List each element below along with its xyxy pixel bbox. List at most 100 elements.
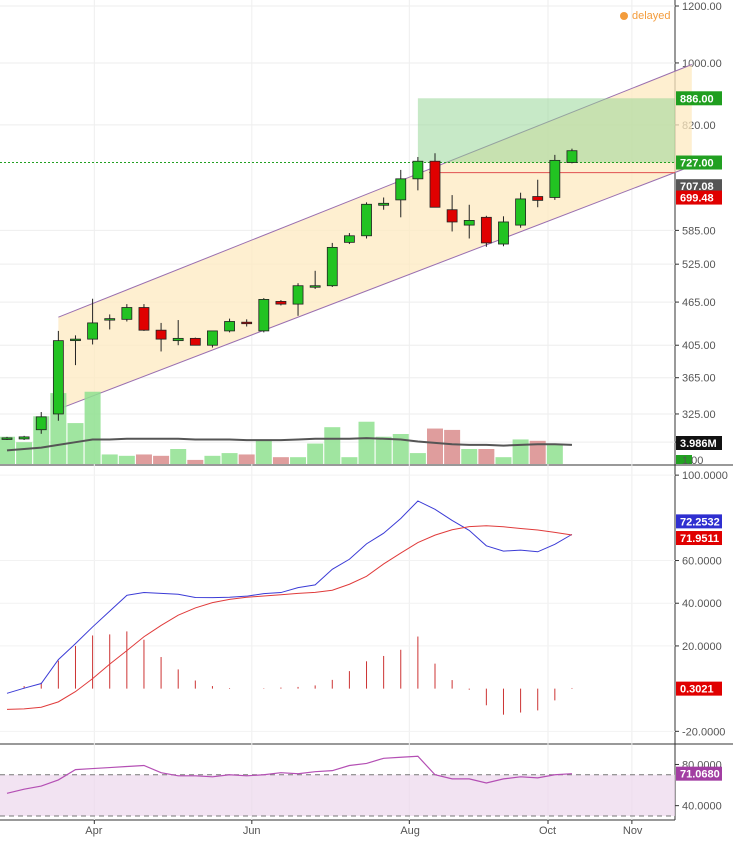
time-tick-label: Jun [243, 825, 261, 837]
histogram-value-tag: 0.3021 [680, 684, 714, 696]
target-zone [417, 98, 675, 163]
target-price-tag: 886.00 [680, 93, 714, 105]
candle-body [121, 307, 133, 320]
volume-tag: 3.986M [680, 438, 717, 450]
volume-bar [461, 449, 478, 464]
candle-body [275, 301, 287, 305]
volume-low-tag-bg [676, 455, 692, 464]
candle-body [1, 437, 13, 440]
price-tick-label: 585.00 [682, 225, 716, 237]
volume-bar [101, 454, 118, 464]
time-tick-label: Oct [539, 825, 556, 837]
candle-body [463, 220, 475, 226]
candle-body [480, 216, 492, 244]
price-tick-label: 405.00 [682, 340, 716, 352]
volume-bar [375, 436, 392, 464]
volume-bar [67, 423, 84, 464]
volume-bar [187, 459, 204, 464]
volume-bar [529, 440, 546, 464]
support-price-tag-bg [676, 190, 722, 205]
candle-body [172, 337, 184, 342]
volume-bar [324, 427, 341, 464]
volume-bar [444, 429, 461, 464]
candle-body [258, 299, 270, 332]
candle-body [429, 160, 441, 208]
candle-body [138, 307, 150, 331]
candle-body [532, 196, 544, 201]
rsi-band [0, 774, 675, 816]
candle-body [498, 221, 509, 245]
candle-body [343, 235, 355, 243]
channel-lower-line [58, 165, 692, 410]
time-tick-label: Nov [623, 825, 643, 837]
macd-line [6, 500, 573, 694]
volume-bar [392, 434, 409, 464]
candle-body [378, 202, 390, 206]
volume-bar [204, 455, 221, 464]
macd-tick-label: 40.0000 [682, 598, 722, 610]
volume-bar [255, 439, 272, 464]
volume-ma-line [6, 437, 572, 452]
time-tick-label: Apr [85, 825, 102, 837]
time-tick-label: Aug [400, 825, 420, 837]
candle-body [326, 246, 338, 287]
signal-line [6, 525, 573, 710]
delayed-label: delayed [632, 10, 671, 22]
candle-body [87, 322, 98, 340]
candle-body [309, 285, 321, 288]
volume-bar [84, 391, 101, 464]
price-tick-label: 525.00 [682, 259, 716, 271]
volume-low-label: 1.00 [682, 455, 703, 467]
volume-bar [512, 439, 529, 464]
volume-bar [272, 457, 289, 464]
volume-bar [546, 443, 563, 464]
volume-bar [238, 454, 255, 464]
candle-body [446, 209, 458, 223]
delayed-badge: delayed [620, 10, 671, 22]
candle-body [52, 340, 64, 415]
delayed-dot-icon [620, 12, 628, 20]
macd-value-tag-bg [676, 514, 722, 529]
volume-bar [135, 454, 152, 464]
rsi-line [6, 755, 572, 794]
candle-body [18, 436, 30, 440]
candle-body [515, 198, 526, 226]
candle-body [292, 285, 304, 305]
macd-tick-label: 20.0000 [682, 641, 722, 653]
volume-bar [170, 449, 187, 464]
support-price-tag: 699.48 [680, 193, 714, 205]
volume-bar [307, 443, 324, 464]
volume-bar [358, 421, 375, 464]
price-tick-label: 325.00 [682, 409, 716, 421]
current-price-tag-bg [676, 179, 722, 194]
last-price-tag: 727.00 [680, 158, 714, 170]
volume-bar [478, 449, 495, 464]
current-price-tag: 707.08 [680, 181, 714, 193]
histogram-value-tag-bg [676, 681, 722, 696]
rsi-value-tag-bg [676, 766, 722, 781]
signal-value-tag: 71.9511 [680, 533, 719, 545]
price-tick-label: 1000.00 [682, 58, 722, 70]
macd-tick-label: 60.0000 [682, 556, 722, 568]
price-tick-label: 1200.00 [682, 1, 722, 13]
volume-tag-bg [676, 436, 722, 450]
price-tick-label: 365.00 [682, 373, 716, 385]
rsi-value-tag: 71.0680 [680, 769, 720, 781]
price-tick-label: 465.00 [682, 297, 716, 309]
candle-body [241, 321, 253, 325]
macd-tick-label: -20.0000 [682, 726, 725, 738]
rsi-tick-label: 40.0000 [682, 801, 722, 813]
candle-body [189, 337, 201, 346]
candle-body [395, 178, 407, 201]
volume-bar [118, 455, 135, 464]
candle-body [549, 159, 561, 198]
volume-bar [341, 457, 358, 464]
target-price-tag-bg [676, 91, 722, 106]
candle-body [224, 321, 235, 332]
volume-bar [427, 428, 443, 464]
candle-body [207, 330, 218, 346]
macd-value-tag: 72.2532 [680, 516, 720, 528]
last-price-tag-bg [676, 155, 722, 170]
volume-bar [409, 453, 426, 464]
